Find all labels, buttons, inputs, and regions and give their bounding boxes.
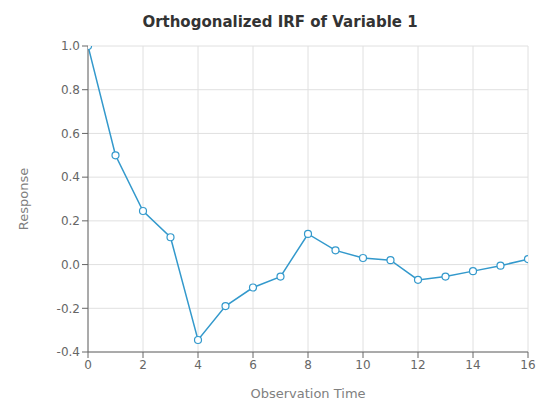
svg-text:0: 0 — [84, 358, 92, 372]
svg-text:2: 2 — [139, 358, 147, 372]
svg-text:1.0: 1.0 — [61, 39, 80, 53]
svg-text:8: 8 — [304, 358, 312, 372]
svg-text:0.8: 0.8 — [61, 83, 80, 97]
svg-text:Response: Response — [16, 168, 31, 230]
svg-text:0.6: 0.6 — [61, 127, 80, 141]
svg-text:12: 12 — [410, 358, 425, 372]
svg-text:-0.4: -0.4 — [57, 345, 80, 359]
svg-text:6: 6 — [249, 358, 257, 372]
svg-text:0.0: 0.0 — [61, 258, 80, 272]
svg-text:Observation Time: Observation Time — [250, 386, 365, 401]
svg-text:14: 14 — [465, 358, 480, 372]
svg-text:16: 16 — [520, 358, 535, 372]
svg-text:-0.2: -0.2 — [57, 302, 80, 316]
html-text:Orthogonalized IRF of Variable: Orthogonalized IRF of Variable 1 — [142, 13, 418, 31]
svg-text:0.4: 0.4 — [61, 170, 80, 184]
svg-text:4: 4 — [194, 358, 202, 372]
svg-text:0.2: 0.2 — [61, 214, 80, 228]
svg-text:10: 10 — [355, 358, 370, 372]
